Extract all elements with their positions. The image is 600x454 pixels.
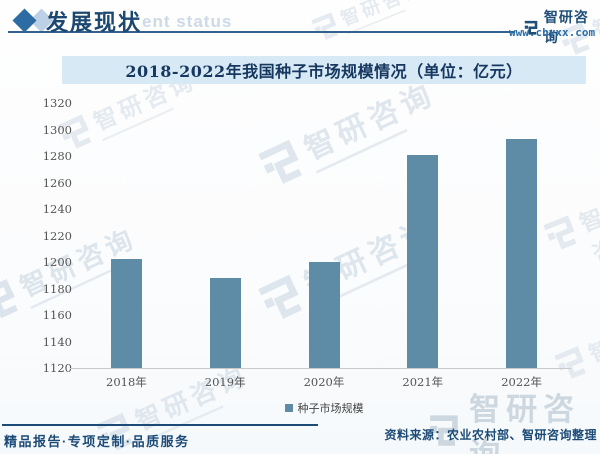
chart-legend: 种子市场规模 bbox=[77, 400, 571, 416]
y-tick-label: 1240 bbox=[42, 202, 72, 216]
brand-url: www.chyxx.com bbox=[509, 26, 596, 39]
watermark-text: 智研咨询 bbox=[469, 392, 581, 454]
brand-logo-icon bbox=[0, 272, 25, 326]
legend-label: 种子市场规模 bbox=[297, 403, 364, 415]
watermark-large: 智研咨询 bbox=[424, 384, 600, 454]
x-tick-label: 2018年 bbox=[106, 375, 147, 389]
chart-title-banner: 2018-2022年我国种子市场规模情况（单位：亿元） bbox=[62, 56, 586, 84]
y-tick-label: 1180 bbox=[42, 281, 72, 296]
x-axis-line bbox=[70, 368, 571, 369]
y-tick-label: 1200 bbox=[42, 255, 72, 269]
y-tick-label: 1140 bbox=[42, 334, 72, 349]
footer-slogan: 精品报告·专项定制·品质服务 bbox=[4, 434, 190, 449]
diamond-icon bbox=[12, 8, 37, 33]
x-tick-label: 2019年 bbox=[204, 375, 246, 389]
watermark-text: 智研咨询 bbox=[585, 325, 600, 398]
legend-swatch bbox=[284, 404, 293, 412]
y-tick-label: 1280 bbox=[42, 149, 72, 163]
x-tick-label: 2022年 bbox=[501, 375, 542, 389]
bar-2021年 bbox=[407, 154, 439, 368]
brand-name: 智研咨询 bbox=[543, 9, 589, 45]
y-axis: 1320 1300 1280 1260 1240 1220 1200 1180 1160 1140… bbox=[28, 96, 72, 375]
brand-logo-icon bbox=[305, 8, 343, 46]
plot-area bbox=[77, 103, 571, 368]
bar-2022年 bbox=[506, 138, 538, 368]
x-tick-label: 2020年 bbox=[303, 375, 345, 389]
chart-title: 2018-2022年我国种子市场规模情况（单位：亿元） bbox=[125, 62, 523, 81]
watermark-text: 智研咨询 bbox=[338, 0, 429, 31]
footer-divider bbox=[2, 424, 318, 426]
section-title: 发展现状 bbox=[46, 10, 143, 36]
y-tick-label: 1160 bbox=[42, 308, 72, 322]
y-tick-label: 1300 bbox=[42, 122, 72, 137]
bar-2018年 bbox=[110, 259, 142, 368]
watermark: 智研咨询 bbox=[305, 0, 429, 47]
y-tick-label: 1220 bbox=[42, 228, 72, 243]
bar-2019年 bbox=[209, 277, 241, 368]
header-ghost-text: ent status bbox=[142, 12, 233, 31]
x-axis: 2018年 2019年 2020年 2021年 2022年 bbox=[77, 374, 571, 390]
y-tick-label: 1260 bbox=[42, 175, 72, 190]
header-divider bbox=[8, 31, 515, 33]
brand-logo: 智研咨询 bbox=[522, 7, 600, 47]
data-source-note: 资料来源：农业农村部、智研咨询整理 bbox=[384, 428, 597, 442]
y-tick-label: 1120 bbox=[42, 361, 72, 375]
y-tick-label: 1320 bbox=[42, 96, 72, 110]
x-tick-label: 2021年 bbox=[402, 375, 444, 389]
watermark-text: 智研咨询 bbox=[576, 193, 600, 270]
bar-2020年 bbox=[308, 262, 340, 368]
